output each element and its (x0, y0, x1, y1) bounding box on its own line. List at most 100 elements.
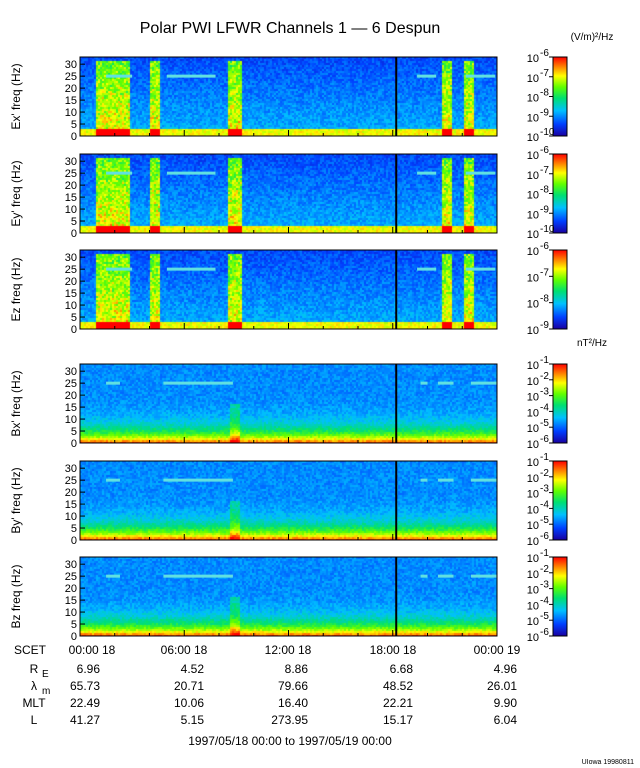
ephem-value: 6.04 (494, 713, 518, 727)
panel-bz-ytick-label: 5 (71, 619, 77, 631)
panel-ez-colorbar-label: 10 (527, 299, 539, 311)
ephem-value: 15.17 (383, 713, 413, 727)
panel-ey-ytick-label: 30 (65, 156, 77, 168)
panel-bx-colorbar-label: 10 (527, 439, 539, 451)
panel-ex-spectrogram (80, 57, 497, 136)
panel-ex-ytick-label: 15 (65, 95, 77, 107)
date-range: 1997/05/18 00:00 to 1997/05/19 00:00 (188, 734, 392, 748)
panel-ey-colorbar-exponent: -6 (540, 145, 549, 156)
xtick-label: 06:00 18 (161, 643, 208, 657)
panel-bx-ytick-label: 10 (65, 414, 77, 426)
panel-bx-ytick-label: 5 (71, 426, 77, 438)
panel-ex-ytick-label: 20 (65, 83, 77, 95)
panel-ey-colorbar-exponent: -10 (540, 224, 555, 235)
ephem-row-label: MLT (22, 696, 46, 710)
panel-ey-ytick-label: 25 (65, 168, 77, 180)
electric-unit-label: (V/m)²/Hz (571, 32, 614, 43)
panel-ez-colorbar-label: 10 (527, 246, 539, 258)
panel-ez-ytick-label: 0 (71, 324, 77, 336)
panel-by-colorbar-exponent: -5 (540, 515, 549, 526)
panel-bx-spectrogram (80, 364, 497, 443)
panel-bz-colorbar-label: 10 (527, 569, 539, 581)
panel-ey-ytick-label: 0 (71, 228, 77, 240)
panel-ex-colorbar-label: 10 (527, 73, 539, 85)
ephem-value: 8.86 (285, 662, 309, 676)
ephem-value: 65.73 (70, 679, 100, 693)
panel-by-colorbar-exponent: -4 (540, 499, 549, 510)
panel-ey-colorbar-label: 10 (527, 209, 539, 221)
panel-bz-ytick-label: 0 (71, 631, 77, 643)
ephemeris-table: SCET 00:00 18 06:00 18 12:00 18 18:00 18 00:0… (14, 643, 521, 727)
ephem-value: 10.06 (174, 696, 204, 710)
panel-bz-colorbar-label: 10 (527, 600, 539, 612)
ephem-value: 4.96 (494, 662, 518, 676)
panel-bx-colorbar-exponent: -6 (540, 434, 549, 445)
panel-ex-ytick-label: 0 (71, 131, 77, 143)
xtick-label: 00:00 18 (69, 643, 116, 657)
ephem-row-label: L (31, 713, 38, 727)
panel-ez-ytick-label: 30 (65, 252, 77, 264)
panel-ez-ytick-label: 20 (65, 276, 77, 288)
panel-by-colorbar-exponent: -3 (540, 484, 549, 495)
panel-by-ytick-label: 20 (65, 487, 77, 499)
panel-by-colorbar-label: 10 (527, 520, 539, 532)
xtick-label: 00:00 19 (474, 643, 521, 657)
panel-ey-ytick-label: 5 (71, 216, 77, 228)
panel-bz-colorbar-label: 10 (527, 616, 539, 628)
panel-bz-ytick-label: 20 (65, 583, 77, 595)
panel-ey-colorbar (552, 153, 568, 234)
panel-ex-ylabel: Ex' freq (Hz) (9, 63, 23, 129)
panel-by-ytick-label: 15 (65, 499, 77, 511)
panel-ez-ytick-label: 5 (71, 312, 77, 324)
panel-ey-colorbar-label: 10 (527, 150, 539, 162)
panel-ez-ytick-label: 15 (65, 288, 77, 300)
panel-by-colorbar-label: 10 (527, 489, 539, 501)
ephem-value: 5.15 (181, 713, 205, 727)
panel-ey-colorbar-label: 10 (527, 190, 539, 202)
panel-by-ytick-label: 5 (71, 523, 77, 535)
panel-by-colorbar (552, 460, 568, 541)
ephem-value: 20.71 (174, 679, 204, 693)
panel-ey-ylabel: Ey' freq (Hz) (9, 160, 23, 226)
panel-ey-spectrogram (80, 154, 497, 233)
panel-bz-ylabel: Bz freq (Hz) (9, 564, 23, 628)
ephem-value: 9.90 (494, 696, 518, 710)
panel-ez-colorbar (552, 249, 568, 330)
ephem-value: 79.66 (278, 679, 308, 693)
panel-bz-colorbar-exponent: -2 (540, 564, 549, 575)
xtick-label: 18:00 18 (370, 643, 417, 657)
panel-ez-colorbar-exponent: -9 (540, 320, 549, 331)
panel-bz-colorbar-exponent: -6 (540, 627, 549, 638)
panel-ex-ytick-label: 10 (65, 107, 77, 119)
panel-by-ytick-label: 25 (65, 475, 77, 487)
panel-bx-colorbar-exponent: -2 (540, 371, 549, 382)
ephem-value: 22.49 (70, 696, 100, 710)
panel-ez-ylabel: Ez freq (Hz) (9, 257, 23, 321)
panel-bx-ytick-label: 15 (65, 402, 77, 414)
ephem-value: 41.27 (70, 713, 100, 727)
panel-ez-colorbar-label: 10 (527, 272, 539, 284)
ephem-row-label: λ (31, 679, 37, 693)
panel-by-ytick-label: 10 (65, 511, 77, 523)
panel-bz-colorbar-exponent: -5 (540, 611, 549, 622)
panel-by-spectrogram (80, 461, 497, 540)
panel-ex-colorbar-exponent: -9 (540, 107, 549, 118)
ephem-value: 26.01 (487, 679, 517, 693)
panel-bz-ytick-label: 15 (65, 595, 77, 607)
ephem-row-label: R (30, 662, 39, 676)
panel-bz-colorbar-label: 10 (527, 632, 539, 644)
panel-ex-colorbar-exponent: -6 (540, 48, 549, 59)
panel-bx-colorbar-exponent: -4 (540, 402, 549, 413)
ephem-value: 48.52 (383, 679, 413, 693)
panel-ey-colorbar-exponent: -9 (540, 204, 549, 215)
panel-bz-ytick-label: 10 (65, 607, 77, 619)
panel-ex-colorbar-exponent: -8 (540, 88, 549, 99)
credit-label: UIowa 19980811 (582, 759, 635, 766)
panel-ey-ytick-label: 10 (65, 204, 77, 216)
